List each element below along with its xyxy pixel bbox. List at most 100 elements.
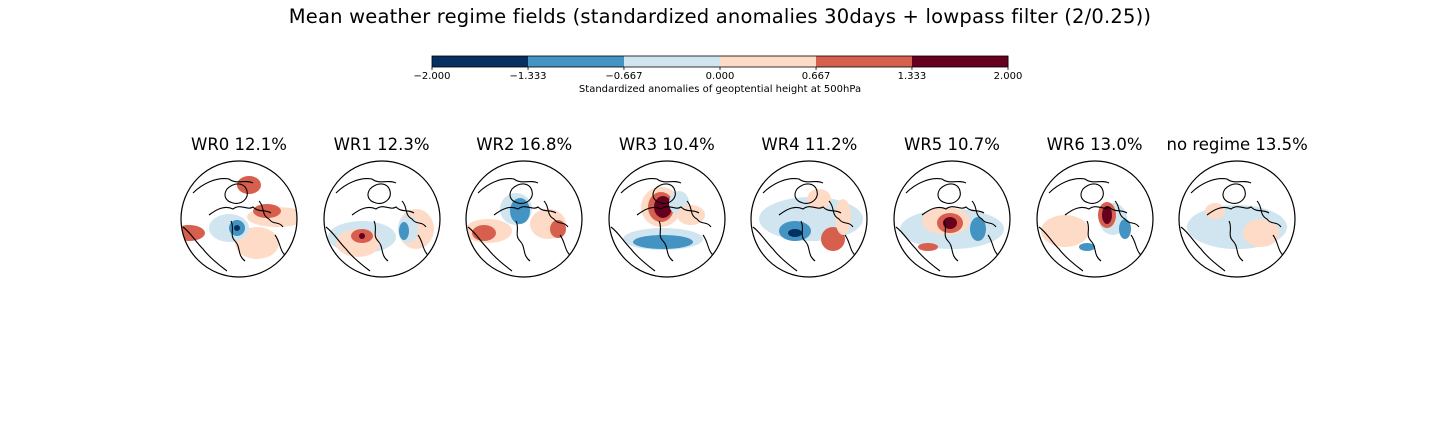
coastline <box>1180 226 1226 272</box>
coastline <box>401 200 427 228</box>
anomaly-contour <box>1040 215 1089 247</box>
coastline <box>543 200 569 228</box>
coastline <box>905 178 967 194</box>
anomaly-contour <box>835 199 852 235</box>
anomaly-contour <box>472 225 497 241</box>
map-boundary <box>893 160 1011 278</box>
panel-title: WR1 12.3% <box>333 135 430 154</box>
map-boundary <box>608 160 726 278</box>
colorbar-tick-label: 1.333 <box>897 71 927 82</box>
colorbar-segment <box>528 56 625 67</box>
coastline <box>493 206 557 216</box>
greenland-outline <box>652 183 676 204</box>
colorbar-tick-label: −2.000 <box>413 71 451 82</box>
colorbar-tick-label: 0.000 <box>705 71 735 82</box>
colorbar <box>431 55 1009 70</box>
panel-title: WR5 10.7% <box>904 135 1000 154</box>
coastline <box>943 220 959 262</box>
anomaly-contour <box>821 227 846 251</box>
anomaly-contour <box>398 222 409 240</box>
map-boundary <box>1035 160 1154 278</box>
regime-panel: WR2 16.8% <box>453 135 595 280</box>
coastline <box>1038 226 1083 272</box>
coastline <box>1256 200 1282 228</box>
coastline <box>800 220 816 262</box>
greenland-outline <box>1080 183 1104 204</box>
coastline <box>1190 178 1252 194</box>
colorbar-segment <box>432 56 529 67</box>
anomaly-contour <box>632 235 693 249</box>
anomaly-contour <box>237 176 261 194</box>
panel-title: WR0 12.1% <box>191 135 287 154</box>
panel-title: WR6 13.0% <box>1046 135 1143 154</box>
coastline <box>192 178 254 194</box>
coastline <box>182 226 228 272</box>
greenland-outline <box>367 183 391 204</box>
coastline <box>753 226 798 272</box>
regime-panel: WR6 13.0% <box>1024 135 1166 280</box>
coastline <box>351 206 414 216</box>
coastline <box>828 200 854 228</box>
colorbar-label: Standardized anomalies of geoptential he… <box>578 84 862 95</box>
anomaly-contour <box>1101 206 1112 224</box>
polar-map <box>322 160 441 278</box>
polar-map <box>180 160 298 278</box>
coastline <box>373 220 388 262</box>
coastline <box>895 226 941 272</box>
panel-title: no regime 13.5% <box>1166 135 1308 154</box>
coastline <box>971 200 997 228</box>
anomaly-contour <box>943 217 957 229</box>
anomaly-contour <box>1118 219 1131 239</box>
anomaly-contour <box>510 198 531 224</box>
colorbar-segment <box>816 56 913 67</box>
colorbar-tick-label: 0.667 <box>801 71 831 82</box>
anomaly-contour <box>1205 203 1226 219</box>
coastline <box>1048 178 1109 194</box>
map-boundary <box>322 160 441 278</box>
coastline <box>1064 206 1127 216</box>
polar-map <box>608 160 726 278</box>
coastline <box>620 178 682 194</box>
anomaly-contour <box>788 229 803 237</box>
colorbar-tick-label: −0.667 <box>605 71 643 82</box>
map-boundary <box>465 160 583 278</box>
panel-title: WR4 11.2% <box>761 135 858 154</box>
coastline <box>467 226 513 272</box>
map-boundary <box>1178 160 1296 278</box>
coastline <box>1228 220 1244 262</box>
coastline <box>763 178 824 194</box>
polar-map <box>750 160 868 278</box>
map-boundary <box>750 160 868 278</box>
anomaly-contour <box>970 217 986 241</box>
figure-title: Mean weather regime fields (standardized… <box>288 5 1152 28</box>
greenland-outline <box>224 183 248 204</box>
greenland-outline <box>794 183 819 204</box>
coastline <box>779 206 842 216</box>
regime-panel: WR1 12.3% <box>311 135 453 280</box>
coastline <box>335 178 396 194</box>
regime-panel: WR3 10.4% <box>596 135 738 280</box>
regime-panel: WR5 10.7% <box>881 135 1023 280</box>
coastline <box>686 200 712 228</box>
anomaly-contour <box>807 189 832 209</box>
panel-title: WR3 10.4% <box>618 135 715 154</box>
anomaly-contour <box>918 243 938 251</box>
colorbar-tick-label: 2.000 <box>993 71 1023 82</box>
coastline <box>258 200 284 228</box>
regime-panel: no regime 13.5% <box>1166 135 1308 280</box>
coastline <box>658 220 674 262</box>
colorbar-segment <box>912 56 1009 67</box>
greenland-outline <box>509 183 534 204</box>
regime-panel: WR4 11.2% <box>738 135 880 280</box>
greenland-outline <box>1222 183 1247 204</box>
panel-title: WR2 16.8% <box>476 135 573 154</box>
coastline <box>1206 206 1270 216</box>
map-boundary <box>180 160 298 278</box>
colorbar-tick-label: −1.333 <box>509 71 547 82</box>
coastline <box>477 178 539 194</box>
colorbar-segment <box>720 56 817 67</box>
coastline <box>1086 220 1101 262</box>
anomaly-contour <box>358 233 365 239</box>
colorbar-segment <box>624 56 721 67</box>
polar-map <box>893 160 1011 278</box>
